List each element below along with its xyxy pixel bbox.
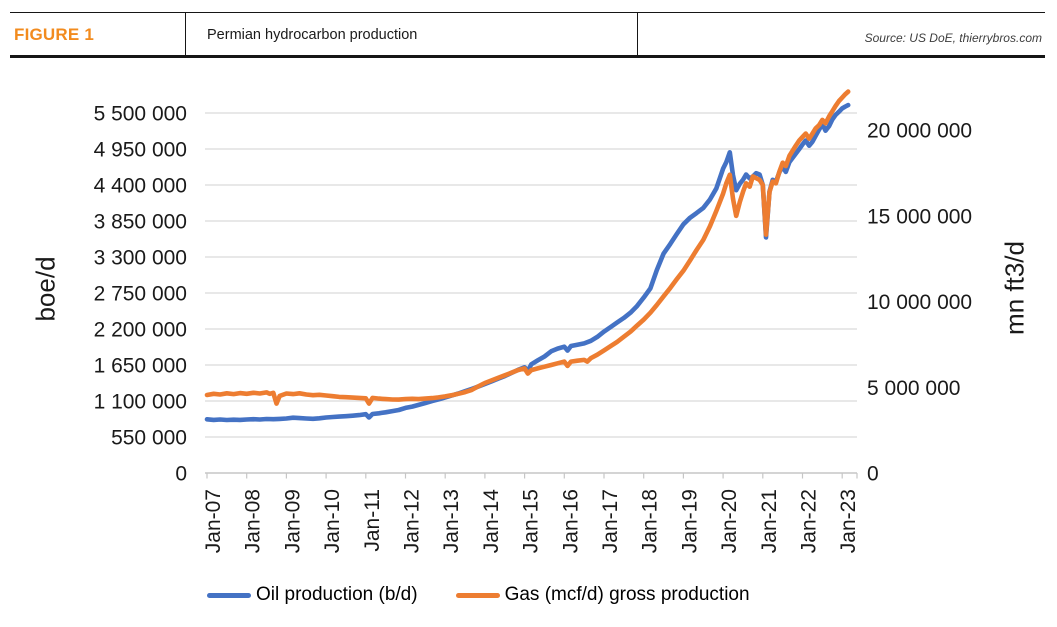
x-axis-tick-label: Jan-09 xyxy=(281,489,304,553)
x-axis-tick-label: Jan-23 xyxy=(837,489,860,553)
x-axis-tick-label: Jan-11 xyxy=(361,489,384,552)
gas-series-label: Gas (mcf/d) gross production xyxy=(504,584,750,605)
x-axis-tick-label: Jan-14 xyxy=(480,489,503,554)
x-axis-tick-label: Jan-10 xyxy=(321,489,344,553)
left-axis-tick-label: 3 850 000 xyxy=(94,211,187,234)
x-axis-tick-label: Jan-21 xyxy=(758,489,781,553)
header-bottom-rule xyxy=(10,55,1045,58)
left-axis-tick-label: 0 xyxy=(175,463,187,486)
x-axis-tick-label: Jan-19 xyxy=(678,489,701,553)
left-axis-tick-label: 4 400 000 xyxy=(94,175,187,198)
left-axis-tick-label: 1 650 000 xyxy=(94,355,187,378)
header-divider-1 xyxy=(185,13,186,55)
left-axis-tick-label: 550 000 xyxy=(111,427,187,450)
left-axis-tick-label: 2 200 000 xyxy=(94,319,187,342)
chart-legend: Oil production (b/d) Gas (mcf/d) gross p… xyxy=(207,584,750,606)
x-axis-tick-label: Jan-07 xyxy=(202,489,225,553)
x-axis-tick-label: Jan-18 xyxy=(639,489,662,553)
left-axis-tick-label: 1 100 000 xyxy=(94,391,187,414)
x-axis-tick-label: Jan-12 xyxy=(401,489,424,553)
figure-title: Permian hydrocarbon production xyxy=(207,27,418,43)
x-axis-tick-label: Jan-16 xyxy=(559,489,582,553)
left-axis-tick-label: 5 500 000 xyxy=(94,103,187,126)
header-top-rule xyxy=(10,12,1045,14)
figure-label: FIGURE 1 xyxy=(14,25,95,44)
x-axis-tick-label: Jan-22 xyxy=(798,489,821,553)
legend-item-oil: Oil production (b/d) xyxy=(207,584,418,606)
right-axis-tick-label: 10 000 000 xyxy=(867,291,972,314)
oil-series-swatch xyxy=(207,592,251,598)
oil-series-label: Oil production (b/d) xyxy=(256,584,418,605)
left-axis-tick-label: 3 300 000 xyxy=(94,247,187,270)
gas-series-swatch xyxy=(455,592,500,598)
x-axis-tick-label: Jan-20 xyxy=(718,489,741,553)
x-axis-tick-label: Jan-15 xyxy=(520,489,543,553)
right-axis-tick-label: 20 000 000 xyxy=(867,120,972,143)
x-axis-tick-label: Jan-13 xyxy=(440,489,463,553)
right-axis-tick-label: 0 xyxy=(867,463,879,486)
gas-series-line xyxy=(204,89,851,406)
header-divider-2 xyxy=(637,13,638,55)
right-axis-tick-label: 5 000 000 xyxy=(867,377,960,400)
legend-item-gas: Gas (mcf/d) gross production xyxy=(455,584,750,606)
figure-source: Source: US DoE, thierrybros.com xyxy=(864,31,1042,45)
x-axis-tick-label: Jan-17 xyxy=(599,489,622,553)
x-axis-tick-label: Jan-08 xyxy=(242,489,265,553)
left-axis-tick-label: 2 750 000 xyxy=(94,283,187,306)
left-axis-tick-label: 4 950 000 xyxy=(94,139,187,162)
right-axis-tick-label: 15 000 000 xyxy=(867,205,972,228)
